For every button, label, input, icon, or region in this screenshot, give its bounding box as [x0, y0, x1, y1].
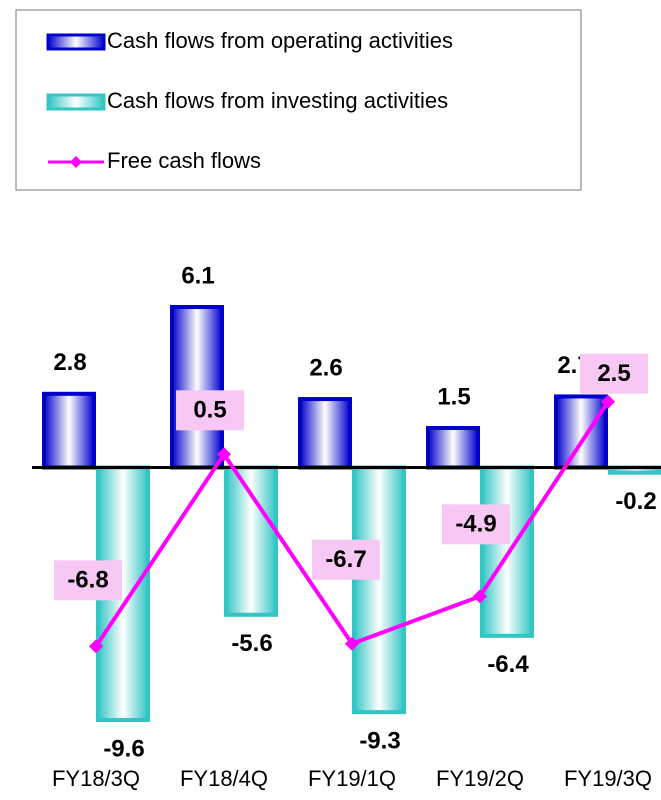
legend-label: Cash flows from investing activities: [107, 88, 448, 113]
data-label: 6.1: [181, 262, 214, 289]
data-label-box: [176, 390, 244, 431]
marker: [601, 394, 615, 409]
marker: [217, 447, 231, 462]
legend-swatch: [46, 33, 106, 51]
bar: [352, 465, 406, 715]
data-label: -5.6: [231, 630, 272, 657]
data-label-box: [54, 560, 122, 601]
data-label: 0.5: [193, 397, 226, 424]
data-label: 1.5: [437, 383, 470, 410]
x-tick-label: FY19/3Q: [564, 766, 652, 791]
bar: [170, 305, 224, 470]
data-label: -4.9: [455, 511, 496, 538]
data-label: -6.7: [325, 546, 366, 573]
bar: [224, 465, 278, 617]
bar: [42, 391, 96, 470]
data-label: -0.2: [615, 488, 656, 515]
marker: [89, 639, 103, 654]
data-label-box: [442, 504, 510, 545]
bar: [554, 394, 608, 470]
legend-box: [15, 9, 582, 191]
x-tick-label: FY18/3Q: [52, 766, 140, 791]
legend-marker: [70, 156, 82, 168]
x-tick-label: FY18/4Q: [180, 766, 268, 791]
data-label-box: [312, 539, 380, 580]
legend-label: Cash flows from operating activities: [107, 28, 453, 53]
data-label: 2.8: [53, 349, 86, 376]
data-label: -6.4: [487, 651, 529, 678]
bar: [426, 426, 480, 470]
bar: [298, 397, 352, 470]
legend-swatch: [46, 93, 106, 111]
data-label: 2.6: [309, 354, 342, 381]
data-label-box: [580, 353, 648, 394]
marker: [345, 636, 359, 651]
marker: [473, 589, 487, 604]
legend-label: Free cash flows: [107, 148, 261, 173]
bar: [480, 465, 534, 638]
data-label: -6.8: [67, 567, 108, 594]
x-tick-label: FY19/1Q: [308, 766, 396, 791]
x-tick-label: FY19/2Q: [436, 766, 524, 791]
data-label: -9.3: [359, 727, 400, 754]
data-label: 2.5: [597, 360, 630, 387]
data-label: -9.6: [103, 735, 144, 762]
